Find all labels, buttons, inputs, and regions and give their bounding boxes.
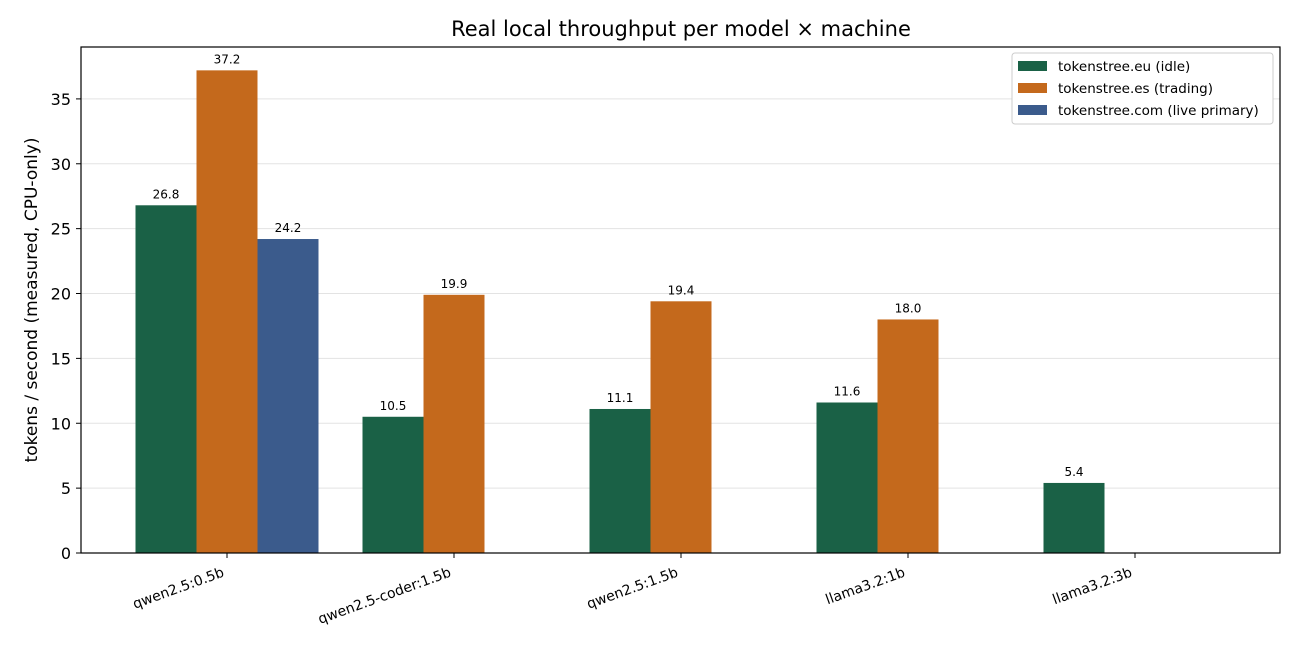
data-label: 11.1: [607, 391, 634, 405]
bars: [135, 70, 1105, 554]
y-tick-label: 0: [61, 544, 71, 563]
legend-box: [1011, 52, 1274, 125]
x-tick-label: llama3.2:3b: [1051, 565, 1135, 609]
legend-swatch: [1018, 83, 1047, 93]
bar: [135, 205, 197, 554]
y-tick-label: 15: [51, 349, 71, 368]
legend: tokenstree.eu (idle) tokenstree.es (tradi…: [1011, 52, 1274, 125]
data-label: 24.2: [275, 221, 302, 235]
chart-title: Real local throughput per model × machin…: [451, 17, 911, 41]
data-label: 18.0: [895, 301, 922, 315]
bar: [877, 319, 939, 553]
legend-label: tokenstree.com (live primary): [1058, 103, 1259, 119]
y-tick-label: 20: [51, 285, 71, 304]
y-tick-label: 35: [51, 90, 71, 109]
data-label: 10.5: [380, 399, 407, 413]
data-label: 19.4: [668, 283, 695, 297]
legend-swatch: [1018, 105, 1047, 115]
bar: [362, 416, 424, 553]
bar: [196, 70, 258, 553]
bar: [816, 402, 878, 553]
x-tick-label: llama3.2:1b: [824, 565, 908, 609]
data-label: 5.4: [1064, 465, 1083, 479]
bar: [650, 301, 712, 553]
y-tick-label: 30: [51, 155, 71, 174]
bar: [589, 408, 651, 553]
data-labels: 26.8 10.5 11.1 11.6 5.4 37.2 19.9 19.4 18.0 24.2: [153, 52, 1084, 479]
legend-label: tokenstree.eu (idle): [1058, 59, 1190, 75]
bar: [423, 294, 485, 553]
x-tick-label: qwen2.5:0.5b: [131, 565, 227, 613]
y-tick-label: 25: [51, 220, 71, 239]
bar: [257, 239, 319, 553]
data-label: 19.9: [441, 277, 468, 291]
data-label: 11.6: [834, 384, 861, 398]
x-tick-label: qwen2.5:1.5b: [585, 565, 681, 613]
legend-label: tokenstree.es (trading): [1058, 81, 1213, 97]
bar: [1043, 482, 1105, 553]
y-axis-label: tokens / second (measured, CPU-only): [22, 138, 42, 463]
y-tick-label: 10: [51, 414, 71, 433]
data-label: 37.2: [214, 52, 241, 66]
data-label: 26.8: [153, 187, 180, 201]
x-tick-label: qwen2.5-coder:1.5b: [316, 565, 453, 628]
legend-swatch: [1018, 61, 1047, 71]
y-tick-label: 5: [61, 479, 71, 498]
